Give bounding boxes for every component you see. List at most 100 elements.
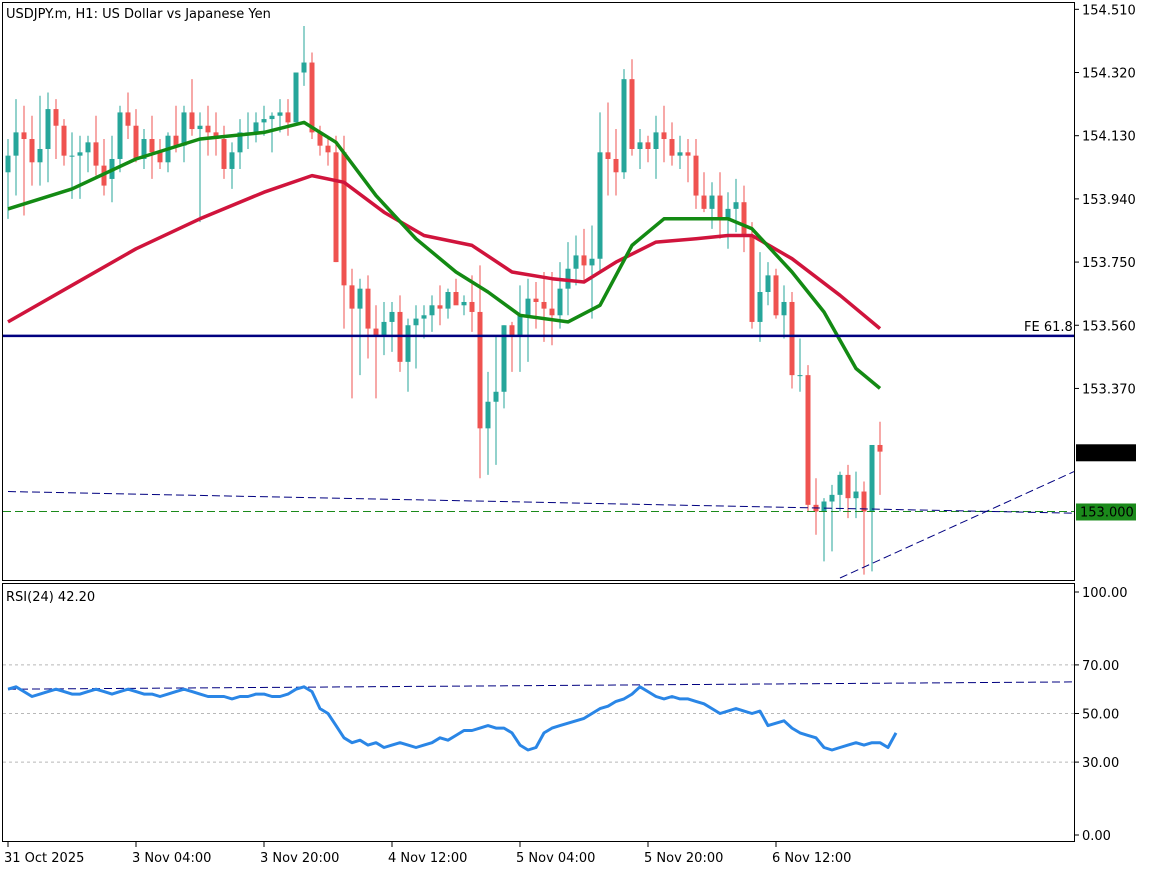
candle-body: [517, 315, 523, 336]
candle-body: [493, 391, 499, 402]
candle-body: [85, 142, 91, 153]
candle-body: [629, 79, 635, 149]
price-tick-label: 153.560: [1082, 319, 1136, 334]
candle-body: [653, 132, 659, 149]
candle-body: [237, 132, 243, 153]
candle-body: [269, 115, 275, 120]
candle-body: [45, 109, 51, 149]
candle-body: [477, 311, 483, 429]
price-tick-label: 153.940: [1082, 193, 1136, 208]
candle-body: [325, 145, 331, 153]
candle-body: [541, 301, 547, 309]
candle-body: [285, 112, 291, 123]
candle-body: [709, 195, 715, 209]
trendline: [839, 471, 1075, 579]
candle-body: [381, 321, 387, 336]
candle-body: [605, 152, 611, 159]
candle-body: [741, 202, 747, 236]
rsi-panel-frame: [2, 583, 1075, 842]
candle-body: [701, 195, 707, 209]
trendline: [7, 491, 1075, 514]
candle-body: [749, 235, 755, 322]
candle-body: [437, 305, 443, 309]
fibo-label: FE 61.8: [1024, 320, 1073, 335]
candle-body: [309, 62, 315, 133]
candle-body: [717, 195, 723, 219]
candle-body: [669, 139, 675, 156]
price-tick-label: 154.130: [1082, 130, 1136, 145]
rsi-tick-label: 0.00: [1082, 829, 1111, 844]
candle-body: [861, 491, 867, 512]
candle-body: [373, 328, 379, 336]
candle-body: [845, 474, 851, 499]
candle-body: [21, 132, 27, 140]
candle-body: [421, 315, 427, 319]
price-tick-label: 154.320: [1082, 67, 1136, 82]
candle-body: [765, 275, 771, 292]
candle-body: [645, 142, 651, 149]
candle-body: [613, 158, 619, 173]
chart-title: USDJPY.m, H1: US Dollar vs Japanese Yen: [6, 7, 271, 22]
candle-body: [125, 112, 131, 126]
candle-body: [405, 325, 411, 362]
candle-body: [317, 132, 323, 146]
candle-body: [685, 152, 691, 156]
candle-body: [461, 301, 467, 306]
candle-body: [757, 292, 763, 322]
candle-body: [837, 474, 843, 495]
candle-body: [797, 375, 803, 377]
candle-body: [157, 152, 163, 163]
candle-body: [133, 125, 139, 159]
candle-body: [13, 132, 19, 156]
candle-body: [693, 155, 699, 196]
candle-body: [205, 125, 211, 133]
rsi-tick-label: 30.00: [1082, 756, 1119, 771]
candle-body: [69, 155, 75, 157]
candle-body: [733, 202, 739, 209]
candle-body: [829, 494, 835, 502]
candle-body: [229, 152, 235, 169]
candle-body: [141, 139, 147, 159]
candle-body: [29, 139, 35, 163]
time-tick-label: 3 Nov 20:00: [260, 851, 339, 866]
rsi-line: [7, 685, 898, 752]
candle-body: [429, 305, 435, 316]
candle-body: [189, 112, 195, 130]
candle-body: [597, 152, 603, 259]
candle-body: [221, 139, 227, 169]
rsi-trendline: [7, 681, 1075, 690]
candle-body: [365, 288, 371, 329]
candle-body: [53, 109, 59, 126]
candle-body: [869, 444, 875, 512]
ma-slow-line: [7, 173, 882, 330]
candle-body: [637, 142, 643, 149]
candle-body: [557, 288, 563, 316]
time-tick-label: 3 Nov 04:00: [132, 851, 211, 866]
time-tick-label: 4 Nov 12:00: [388, 851, 467, 866]
current-price-label: 153.178: [1080, 446, 1134, 461]
candle-body: [621, 79, 627, 173]
candle-body: [173, 135, 179, 146]
candle-body: [341, 152, 347, 286]
candle-body: [277, 112, 283, 116]
price-tick-label: 154.510: [1082, 3, 1136, 18]
time-tick-label: 5 Nov 20:00: [644, 851, 723, 866]
candle-body: [349, 285, 355, 309]
candle-body: [197, 125, 203, 130]
candle-body: [853, 491, 859, 499]
candle-body: [445, 292, 451, 309]
candle-body: [37, 149, 43, 163]
candle-body: [509, 325, 515, 336]
candle-body: [93, 142, 99, 166]
time-tick-label: 31 Oct 2025: [4, 851, 84, 866]
candle-body: [773, 275, 779, 316]
candle-body: [589, 258, 595, 266]
candle-body: [877, 444, 883, 452]
candle-body: [357, 288, 363, 309]
candle-body: [549, 308, 555, 316]
candle-body: [725, 208, 731, 219]
candle-body: [333, 152, 339, 263]
price-tick-label: 153.370: [1082, 382, 1136, 397]
candle-body: [501, 325, 507, 392]
